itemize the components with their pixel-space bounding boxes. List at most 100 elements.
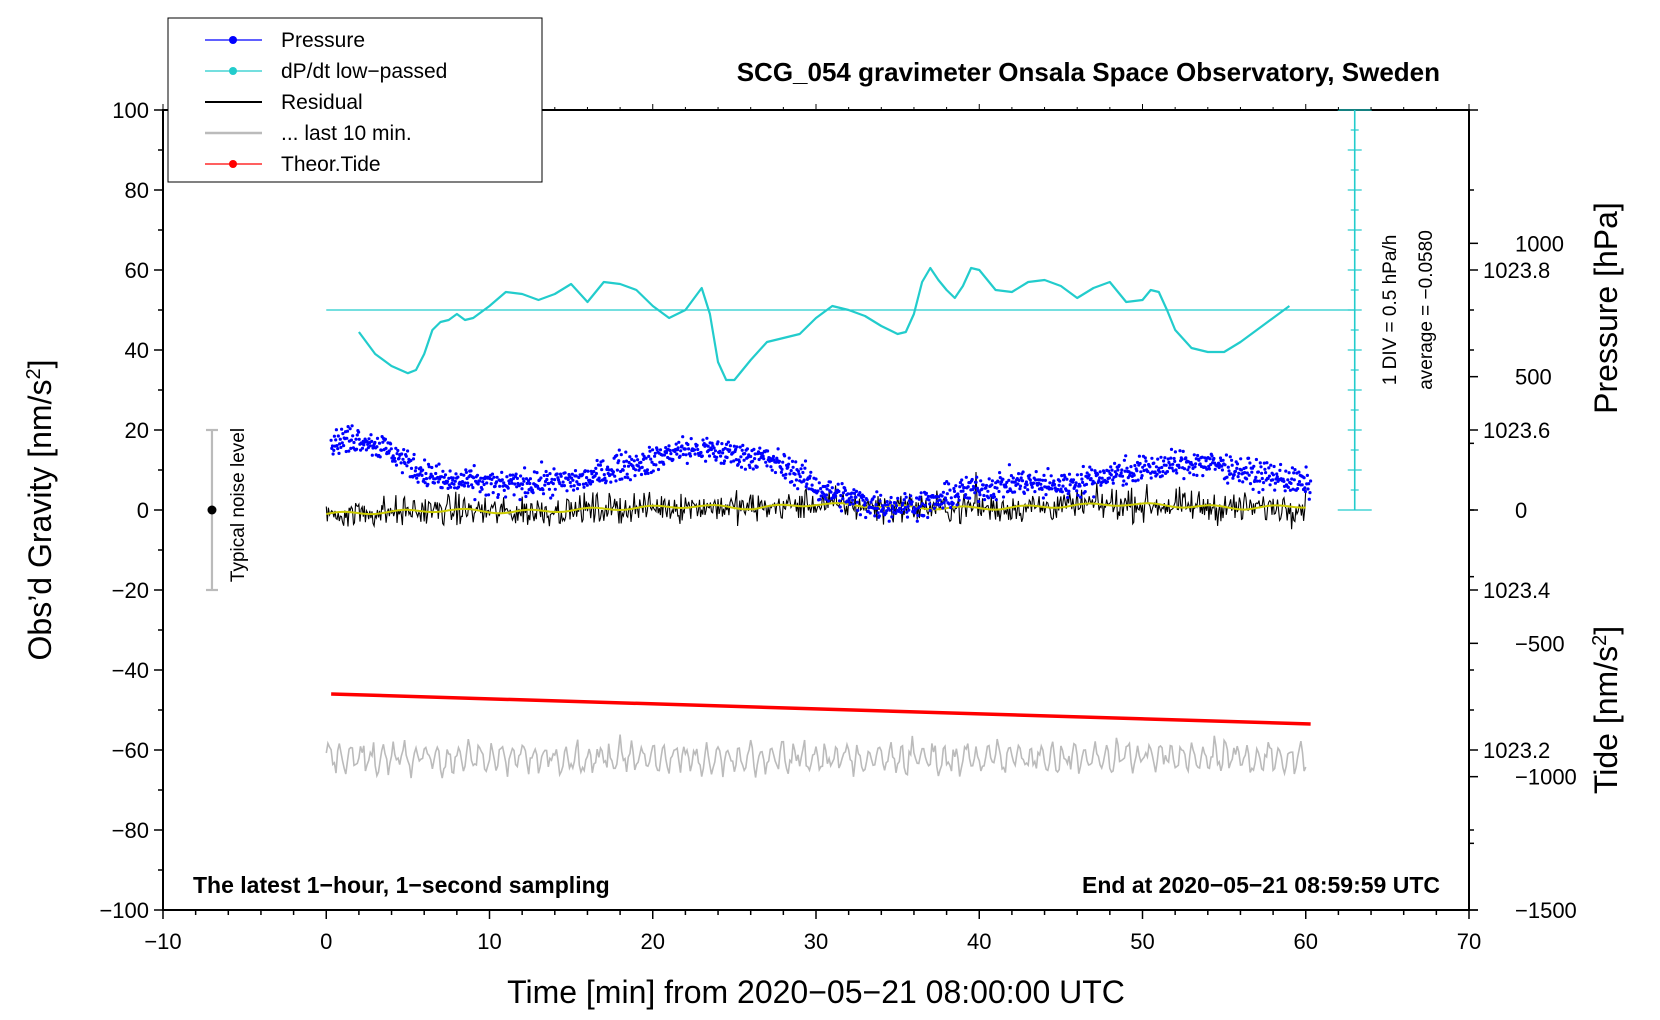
pressure-point <box>1181 449 1185 453</box>
pressure-point <box>562 484 567 488</box>
pressure-tick-label: 1023.2 <box>1483 738 1550 763</box>
tide-tick-label: −500 <box>1515 631 1565 656</box>
pressure-point <box>1071 478 1076 482</box>
pressure-point <box>411 457 416 461</box>
pressure-point <box>513 474 518 479</box>
pressure-point <box>542 473 546 478</box>
pressure-point <box>735 445 739 449</box>
pressure-point <box>1024 480 1028 484</box>
pressure-point <box>1124 482 1128 486</box>
pressure-point <box>905 510 909 514</box>
pressure-point <box>339 445 343 449</box>
pressure-point <box>490 472 495 476</box>
pressure-point <box>1286 478 1290 482</box>
pressure-point <box>611 470 616 474</box>
pressure-point <box>1224 453 1228 457</box>
y-tick-label: 100 <box>112 98 149 123</box>
pressure-point <box>1271 478 1275 482</box>
pressure-point <box>1170 466 1174 470</box>
pressure-point <box>664 446 668 450</box>
pressure-point <box>1019 476 1023 480</box>
pressure-point <box>575 487 580 491</box>
pressure-point <box>910 500 914 504</box>
pressure-point <box>332 434 336 438</box>
pressure-point <box>464 470 468 474</box>
pressure-point <box>624 450 628 454</box>
pressure-point <box>718 449 722 453</box>
pressure-point <box>840 482 844 486</box>
pressure-point <box>416 480 420 484</box>
pressure-point <box>422 477 426 482</box>
pressure-point <box>1122 479 1126 483</box>
pressure-point <box>1043 478 1047 482</box>
pressure-point <box>1107 469 1111 473</box>
pressure-point <box>522 479 526 483</box>
pressure-point <box>1083 490 1087 494</box>
pressure-point <box>906 504 910 508</box>
pressure-point <box>383 437 387 441</box>
pressure-point <box>1273 481 1277 485</box>
pressure-point <box>1307 497 1311 501</box>
pressure-point <box>1165 470 1170 474</box>
pressure-point <box>1237 471 1241 475</box>
pressure-point <box>1042 473 1046 477</box>
pressure-point <box>681 452 685 457</box>
pressure-point <box>378 455 382 459</box>
pressure-point <box>1227 469 1231 473</box>
pressure-point <box>824 493 829 497</box>
pressure-point <box>1289 481 1293 485</box>
pressure-point <box>668 448 672 453</box>
pressure-point <box>748 465 752 470</box>
pressure-point <box>448 469 452 473</box>
pressure-point <box>1113 470 1117 474</box>
pressure-point <box>722 459 727 463</box>
pressure-point <box>331 452 335 456</box>
pressure-point <box>1109 465 1113 469</box>
pressure-point <box>480 487 484 491</box>
pressure-point <box>824 497 828 501</box>
pressure-point <box>512 493 516 497</box>
pressure-point <box>620 477 624 481</box>
pressure-point <box>808 474 812 478</box>
x-tick-label: −10 <box>144 929 181 954</box>
pressure-point <box>565 489 569 493</box>
pressure-point <box>627 460 631 465</box>
pressure-point <box>998 471 1002 475</box>
pressure-point <box>368 444 372 448</box>
pressure-point <box>1257 490 1261 494</box>
pressure-point <box>1152 461 1156 465</box>
pressure-point <box>888 508 892 512</box>
pressure-point <box>909 502 914 506</box>
pressure-point <box>872 495 876 499</box>
pressure-point <box>570 472 574 476</box>
pressure-point <box>615 453 619 457</box>
pressure-point <box>1212 456 1216 461</box>
pressure-point <box>671 457 675 462</box>
pressure-point <box>338 442 342 446</box>
pressure-point <box>1148 465 1152 469</box>
pressure-point <box>957 498 961 502</box>
pressure-point <box>934 494 938 499</box>
pressure-point <box>643 472 648 476</box>
pressure-point <box>344 449 348 454</box>
pressure-point <box>419 466 423 470</box>
pressure-point <box>389 447 393 451</box>
pressure-point <box>819 494 823 498</box>
pressure-point <box>873 514 877 518</box>
pressure-point <box>836 482 840 486</box>
pressure-point <box>856 508 860 512</box>
pressure-point <box>1141 465 1145 469</box>
pressure-point <box>436 480 440 484</box>
pressure-point <box>745 447 750 451</box>
pressure-point <box>631 464 635 468</box>
pressure-point <box>1139 476 1143 480</box>
pressure-point <box>1143 463 1147 467</box>
pressure-point <box>502 481 506 485</box>
residual-line <box>325 471 1307 530</box>
pressure-point <box>940 494 944 498</box>
pressure-point <box>402 448 406 452</box>
pressure-point <box>490 477 494 481</box>
pressure-point <box>721 451 725 455</box>
pressure-point <box>621 468 625 472</box>
pressure-point <box>1156 457 1160 461</box>
